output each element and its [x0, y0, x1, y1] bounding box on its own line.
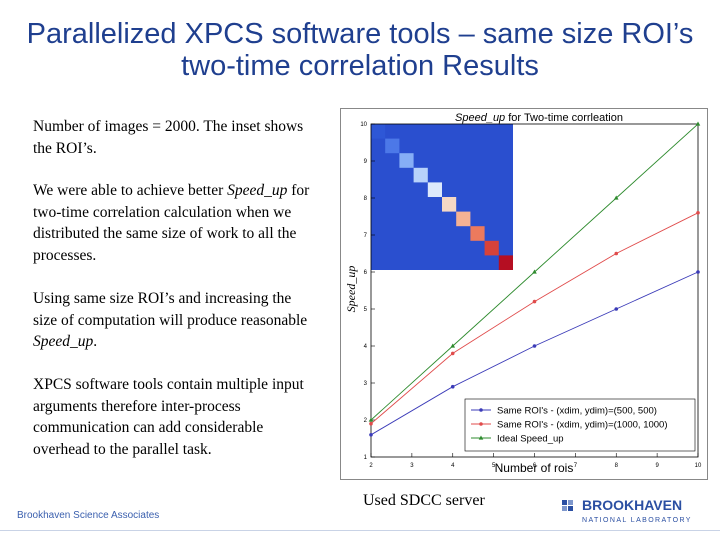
y-tick-label: 6: [364, 270, 368, 276]
y-tick-label: 1: [364, 455, 368, 461]
series-point-3: [695, 121, 701, 126]
x-tick-label: 4: [451, 463, 455, 469]
x-axis-label: Number of rois: [495, 461, 574, 475]
x-tick-label: 3: [410, 463, 414, 469]
paragraph-overhead: XPCS software tools contain multiple inp…: [33, 376, 304, 458]
x-tick-label: 6: [533, 463, 537, 469]
inset-roi-cell: [371, 124, 386, 139]
series-point-2: [369, 421, 373, 426]
series-point-1: [369, 433, 373, 437]
chart-frame: 2 3 4 5 6 7 8 9 10 1 2 3 4 5 6 7 8 9 10 Same ROI's - (xdim…: [340, 108, 708, 480]
inset-roi-cell: [470, 226, 485, 241]
series-point-1: [696, 270, 700, 274]
legend-swatch-marker: [479, 408, 483, 412]
y-tick-label: 10: [360, 122, 367, 128]
series-point-3: [450, 343, 456, 348]
x-tick-label: 9: [655, 463, 659, 469]
paragraph-roi-size: Using same size ROI’s and increasing the…: [33, 288, 318, 353]
series-point-2: [450, 351, 455, 356]
footer-brookhaven-science: Brookhaven Science Associates: [17, 510, 160, 521]
inset-roi-cell: [442, 197, 457, 212]
legend-label: Same ROI's - (xdim, ydim)=(500, 500): [497, 406, 657, 417]
y-tick-label: 7: [364, 233, 368, 239]
y-tick-label: 3: [364, 381, 368, 387]
footer-divider: [0, 530, 720, 531]
chart-title-rest: for Two-time corrleation: [505, 112, 623, 124]
brookhaven-logo: BROOKHAVEN NATIONAL LABORATORY: [562, 497, 692, 524]
series-point-1: [450, 384, 455, 389]
p2-text-pre: We were able to achieve better: [33, 182, 228, 199]
legend-box: [464, 398, 696, 452]
series-point-1: [532, 344, 537, 348]
roi-inset: [371, 124, 513, 270]
chart-title: Speed_up for Two-time corrleation: [455, 112, 623, 124]
x-tick-label: 7: [574, 463, 578, 469]
inset-roi-cell: [427, 182, 442, 197]
y-tick-label: 5: [364, 307, 368, 313]
p3-speedup-term: Speed_up: [33, 333, 94, 350]
y-axis-label: Speed_up: [344, 266, 358, 313]
p2-text-post: for two-time correlation calculation whe…: [33, 182, 310, 264]
inset-roi-cell: [413, 167, 428, 183]
legend-label: Same ROI's - (xdim, ydim)=(1000, 1000): [497, 420, 668, 431]
y-tick-label: 4: [364, 344, 368, 350]
y-tick-label: 2: [364, 418, 368, 424]
series-point-3: [368, 417, 374, 422]
series-point-2: [532, 299, 537, 304]
series-point-3: [613, 195, 619, 200]
legend-swatch-marker: [479, 422, 483, 426]
p3-text-post: .: [93, 333, 98, 350]
x-tick-label: 5: [492, 463, 496, 469]
logo-subtitle: NATIONAL LABORATORY: [582, 517, 692, 524]
logo-mark-icon: [562, 500, 573, 511]
inset-roi-cell: [456, 211, 471, 227]
slide-title: Parallelized XPCS software tools – same …: [26, 18, 694, 82]
x-tick-label: 10: [695, 463, 702, 469]
paragraph-speedup: We were able to achieve better Speed_up …: [33, 180, 318, 266]
p3-text-pre: Using same size ROI’s and increasing the…: [33, 290, 308, 329]
paragraph-images: Number of images = 2000. The inset shows…: [33, 118, 304, 157]
x-tick-label: 2: [369, 463, 373, 469]
inset-roi-cell: [498, 255, 513, 270]
caption-sdcc: Used SDCC server: [363, 492, 485, 509]
x-tick-label: 8: [615, 463, 619, 469]
inset-roi-cell: [484, 240, 499, 256]
chart-legend: Same ROI's - (xdim, ydim)=(500, 500) Same…: [464, 398, 696, 452]
series-point-3: [532, 269, 537, 274]
chart-title-em: Speed_up: [455, 112, 505, 124]
series-point-2: [696, 211, 700, 215]
series-point-2: [614, 251, 619, 256]
y-tick-label: 9: [364, 159, 368, 165]
chart-series: [368, 121, 701, 437]
logo-name: BROOKHAVEN: [582, 497, 682, 513]
legend-label: Ideal Speed_up: [497, 434, 564, 445]
inset-roi-cell: [399, 153, 414, 168]
legend-swatch-marker: [478, 435, 484, 440]
y-tick-label: 8: [364, 196, 368, 202]
series-point-1: [614, 307, 619, 311]
p2-speedup-term: Speed_up: [227, 182, 288, 199]
inset-roi-cell: [385, 138, 400, 154]
